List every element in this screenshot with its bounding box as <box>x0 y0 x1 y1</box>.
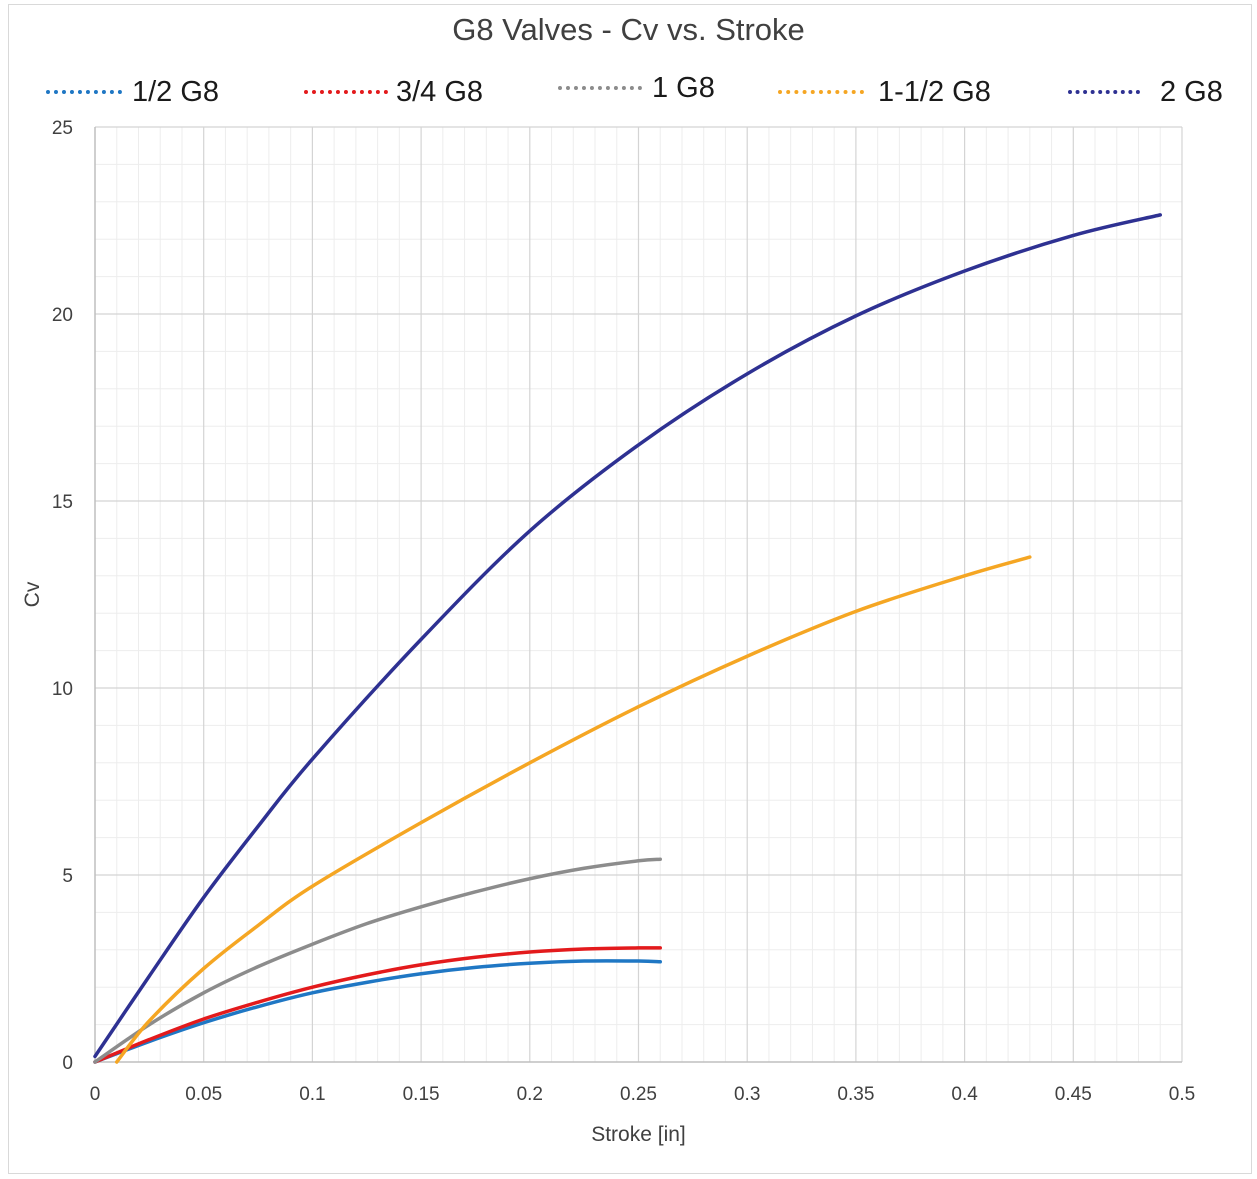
x-tick-label: 0.25 <box>620 1084 657 1105</box>
x-axis-label: Stroke [in] <box>591 1123 686 1146</box>
y-tick-label: 25 <box>52 118 73 139</box>
chart-frame <box>8 4 1252 1174</box>
y-tick-label: 0 <box>62 1053 73 1074</box>
x-tick-label: 0.3 <box>734 1084 760 1105</box>
legend-label-two-g8: 2 G8 <box>1160 75 1223 108</box>
legend: 1/2 G8 3/4 G8 1 G8 1-1/2 G8 2 G8 <box>0 70 1257 114</box>
x-tick-label: 0.45 <box>1055 1084 1092 1105</box>
legend-label-half-g8: 1/2 G8 <box>132 75 220 108</box>
legend-swatch-three-quarter-g8 <box>304 90 388 94</box>
y-tick-label: 20 <box>52 305 73 326</box>
chart-title: G8 Valves - Cv vs. Stroke <box>452 12 805 47</box>
legend-label-one-g8: 1 G8 <box>652 71 715 104</box>
series-line-1 <box>93 946 662 1064</box>
series-line-3 <box>114 555 1032 1064</box>
x-tick-labels: 0 0.05 0.1 0.15 0.2 0.25 0.3 0.35 0.4 0.45 0.5 <box>90 1084 1196 1105</box>
legend-label-one-half-g8: 1-1/2 G8 <box>878 75 991 108</box>
legend-swatch-two-g8 <box>1068 90 1140 94</box>
series-line-0 <box>93 959 662 1064</box>
legend-item-half-g8: 1/2 G8 <box>46 70 219 114</box>
series-line-2 <box>93 857 662 1064</box>
x-tick-label: 0.2 <box>517 1084 543 1105</box>
x-tick-label: 0.4 <box>951 1084 978 1105</box>
legend-item-one-half-g8: 1-1/2 G8 <box>778 70 991 114</box>
x-tick-label: 0.15 <box>403 1084 440 1105</box>
y-axis-label: Cv <box>21 581 44 607</box>
y-tick-labels: 0 5 10 15 20 25 <box>52 118 73 1074</box>
axes <box>94 127 1182 1063</box>
series-line-4 <box>93 213 1163 1059</box>
y-tick-label: 10 <box>52 679 73 700</box>
legend-swatch-one-g8 <box>558 86 642 90</box>
x-tick-label: 0.1 <box>299 1084 325 1105</box>
x-tick-label: 0.35 <box>837 1084 874 1105</box>
x-tick-label: 0.05 <box>185 1084 222 1105</box>
y-tick-label: 5 <box>62 866 73 887</box>
legend-label-three-quarter-g8: 3/4 G8 <box>396 75 484 108</box>
legend-item-one-g8: 1 G8 <box>558 66 715 110</box>
x-tick-label: 0.5 <box>1169 1084 1195 1105</box>
x-tick-label: 0 <box>90 1084 101 1105</box>
legend-swatch-half-g8 <box>46 90 122 94</box>
legend-item-two-g8: 2 G8 <box>1068 70 1223 114</box>
y-tick-label: 15 <box>52 492 73 513</box>
series-lines <box>93 213 1163 1064</box>
legend-item-three-quarter-g8: 3/4 G8 <box>304 70 483 114</box>
legend-swatch-one-half-g8 <box>778 90 864 94</box>
major-gridlines <box>95 126 1183 1062</box>
